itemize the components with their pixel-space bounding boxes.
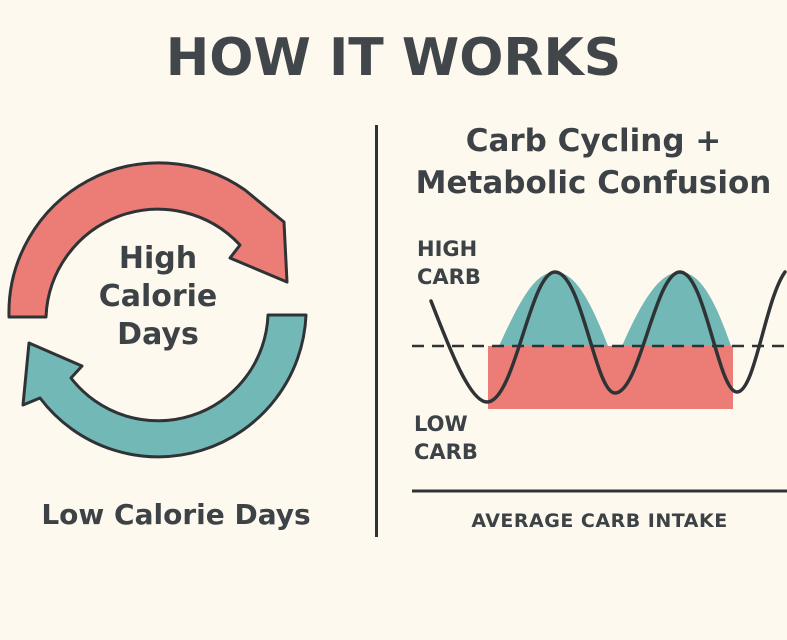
below-average-band: [488, 346, 733, 409]
chart-title-line1: Carb Cycling +: [465, 123, 722, 159]
y-label-low-carb: LOW CARB: [414, 410, 478, 466]
cycle-center-label: High Calorie Days: [98, 241, 218, 352]
chart-title: Carb Cycling + Metabolic Confusion: [400, 120, 787, 204]
y-label-low-line1: LOW: [414, 412, 468, 436]
y-label-high-carb: HIGH CARB: [417, 235, 481, 291]
chart-title-line2: Metabolic Confusion: [415, 165, 772, 201]
teal-arrow-icon: [21, 313, 308, 459]
y-label-high-line1: HIGH: [417, 237, 478, 261]
carb-wave-chart: [412, 270, 787, 493]
carb-wave-line: [429, 270, 787, 404]
cycle-bottom-label: Low Calorie Days: [41, 498, 311, 531]
vertical-divider: [375, 125, 378, 537]
y-label-high-line2: CARB: [417, 265, 481, 289]
peak-fill-1: [499, 272, 608, 346]
cycle-arrows-diagram: [7, 161, 308, 459]
peak-fill-2: [622, 272, 731, 346]
page-title: HOW IT WORKS: [165, 28, 622, 88]
x-axis-label: AVERAGE CARB INTAKE: [471, 510, 728, 532]
red-arrow-icon: [7, 161, 289, 319]
y-label-low-line2: CARB: [414, 440, 478, 464]
